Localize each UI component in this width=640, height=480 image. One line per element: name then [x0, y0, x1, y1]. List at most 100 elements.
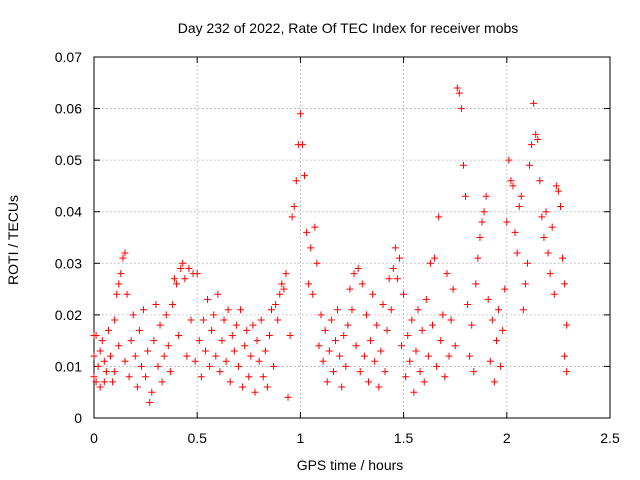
data-point — [210, 311, 218, 319]
data-point — [526, 161, 534, 169]
data-point — [528, 141, 536, 149]
data-point — [204, 295, 212, 303]
data-point — [301, 172, 309, 180]
data-point — [125, 373, 133, 381]
data-point — [517, 192, 525, 200]
data-point — [544, 249, 552, 257]
data-point — [133, 383, 141, 391]
data-point — [354, 264, 362, 272]
data-point — [243, 326, 251, 334]
data-point — [410, 388, 418, 396]
data-point — [168, 301, 176, 309]
data-point — [350, 270, 358, 278]
data-point — [154, 362, 162, 370]
data-point — [534, 136, 542, 144]
data-point — [478, 218, 486, 226]
data-point — [426, 259, 434, 267]
data-point — [509, 182, 517, 190]
data-point — [377, 347, 385, 355]
data-point — [530, 99, 538, 107]
data-point — [323, 378, 331, 386]
data-point — [305, 280, 313, 288]
data-point — [150, 337, 158, 345]
data-point — [104, 326, 112, 334]
data-point — [521, 280, 529, 288]
data-point — [468, 321, 476, 329]
data-point — [462, 192, 470, 200]
data-point — [548, 223, 556, 231]
data-point — [497, 362, 505, 370]
data-point — [185, 264, 193, 272]
data-point — [144, 347, 152, 355]
data-point — [360, 352, 368, 360]
data-point — [90, 352, 98, 360]
data-point — [292, 177, 300, 185]
data-point — [381, 368, 389, 376]
data-point — [492, 337, 500, 345]
data-point — [127, 337, 135, 345]
data-point — [100, 378, 108, 386]
data-points — [90, 84, 571, 407]
data-point — [247, 352, 255, 360]
data-point — [400, 290, 408, 298]
data-point — [181, 275, 189, 283]
data-point — [424, 352, 432, 360]
x-tick-labels: 0 0.5 1 1.5 2 2.5 — [90, 430, 620, 446]
data-point — [346, 285, 354, 293]
data-point — [507, 177, 515, 185]
data-point — [515, 203, 523, 211]
data-point — [263, 383, 271, 391]
data-point — [563, 368, 571, 376]
data-point — [482, 192, 490, 200]
data-point — [307, 244, 315, 252]
data-point — [137, 362, 145, 370]
data-point — [554, 187, 562, 195]
data-point — [140, 306, 148, 314]
data-point — [445, 352, 453, 360]
data-point — [117, 270, 125, 278]
data-point — [111, 316, 119, 324]
data-point — [464, 301, 472, 309]
data-point — [369, 290, 377, 298]
data-point — [431, 254, 439, 262]
data-point — [278, 280, 286, 288]
data-point — [398, 342, 406, 350]
y-tick-labels: 0 0.01 0.02 0.03 0.04 0.05 0.06 0.07 — [55, 49, 82, 426]
y-tick-label: 0.07 — [55, 49, 82, 65]
data-point — [216, 368, 224, 376]
data-point — [197, 373, 205, 381]
data-point — [280, 285, 288, 293]
x-axis-label: GPS time / hours — [297, 457, 404, 473]
data-point — [164, 342, 172, 350]
data-point — [532, 130, 540, 138]
y-tick-label: 0.01 — [55, 358, 82, 374]
data-point — [538, 213, 546, 221]
data-point — [331, 337, 339, 345]
data-point — [201, 347, 209, 355]
data-point — [466, 352, 474, 360]
data-point — [311, 223, 319, 231]
y-tick-label: 0.05 — [55, 152, 82, 168]
data-point — [175, 331, 183, 339]
data-point — [505, 156, 513, 164]
y-tick-label: 0 — [74, 410, 82, 426]
data-point — [371, 357, 379, 365]
data-point — [241, 342, 249, 350]
y-axis-label: ROTI / TECUs — [5, 195, 21, 285]
data-point — [131, 352, 139, 360]
data-point — [208, 326, 216, 334]
data-point — [245, 373, 253, 381]
data-point — [298, 141, 306, 149]
data-point — [391, 244, 399, 252]
data-point — [94, 362, 102, 370]
data-point — [272, 301, 280, 309]
data-point — [152, 301, 160, 309]
data-point — [268, 306, 276, 314]
data-point — [315, 342, 323, 350]
data-point — [459, 161, 467, 169]
data-point — [358, 280, 366, 288]
data-point — [228, 331, 236, 339]
data-point — [253, 337, 261, 345]
data-point — [556, 203, 564, 211]
data-point — [356, 368, 364, 376]
